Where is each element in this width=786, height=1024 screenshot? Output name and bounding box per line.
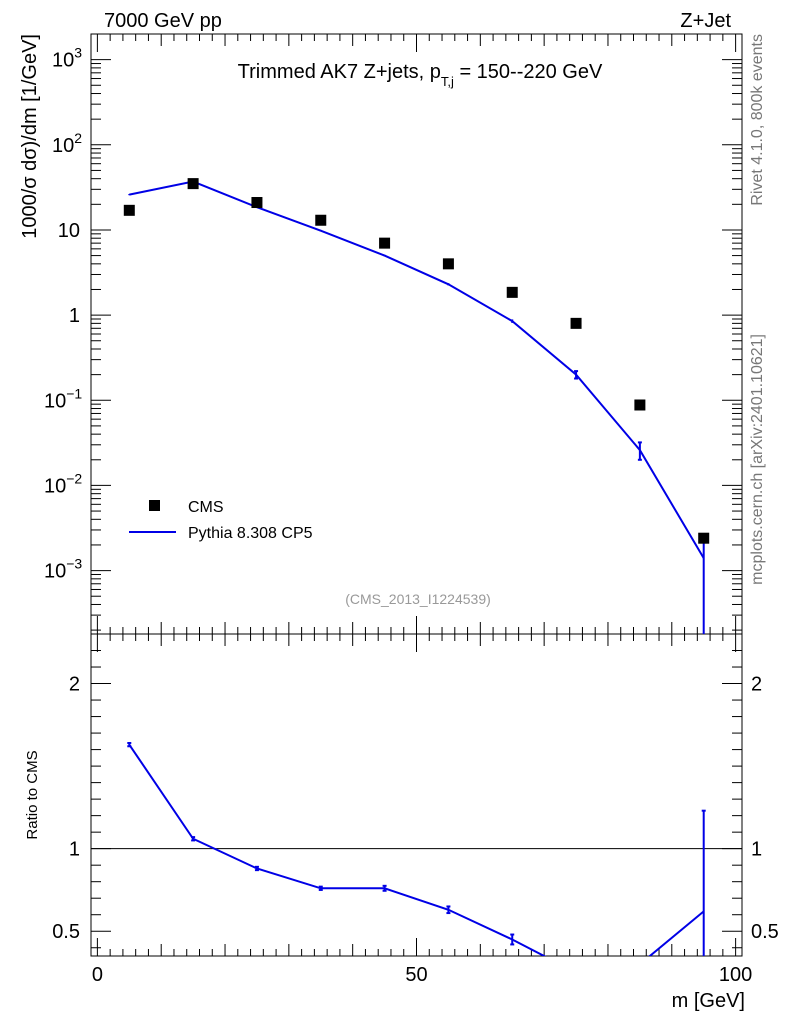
cms-data-point	[570, 317, 582, 329]
cms-data-point	[506, 286, 518, 298]
ratio-panel-frame	[90, 633, 743, 957]
tick-exponent: −1	[66, 385, 82, 401]
legend: CMS Pythia 8.308 CP5	[129, 499, 313, 542]
main-y-tick-label: 103	[52, 45, 82, 72]
legend-mc-label: Pythia 8.308 CP5	[188, 525, 313, 542]
mcplots-label: mcplots.cern.ch [arXiv:2401.10621]	[749, 334, 766, 585]
legend-data-label: CMS	[188, 499, 224, 516]
tick-base: 10	[52, 135, 74, 157]
ratio-panel-marks	[91, 741, 742, 956]
ratio-y-tick-label-right: 1	[751, 839, 762, 861]
plot-title-rest: = 150--220 GeV	[454, 61, 603, 83]
x-tick-label: 100	[719, 964, 752, 986]
main-y-tick-label: 102	[52, 130, 82, 157]
plot-title: Trimmed AK7 Z+jets, pT,j = 150--220 GeV	[238, 61, 603, 89]
main-y-axis-label: 1000/σ dσ)/dm [1/GeV]	[19, 34, 41, 239]
main-y-tick-label: 10−1	[44, 385, 82, 412]
legend-data-marker	[149, 500, 160, 511]
ratio-mc-line	[128, 744, 705, 956]
plot-title-main: Trimmed AK7 Z+jets, p	[238, 61, 441, 83]
ratio-y-axis-label: Ratio to CMS	[24, 750, 41, 839]
cms-data-point	[634, 399, 646, 411]
rivet-label: Rivet 4.1.0, 800k events	[749, 34, 766, 206]
ratio-y-tick-label: 1	[69, 839, 80, 861]
cms-data-point	[315, 214, 327, 226]
cms-data-point	[379, 237, 391, 249]
cms-data-point	[123, 204, 135, 216]
cms-data-point	[442, 258, 454, 270]
main-y-tick-label: 1	[69, 305, 80, 327]
ratio-y-tick-label: 2	[69, 674, 80, 696]
main-y-tick-label: 10−3	[44, 556, 82, 583]
ratio-y-tick-label-right: 0.5	[751, 921, 779, 943]
x-axis-label: m [GeV]	[672, 990, 745, 1012]
main-panel-marks	[123, 178, 710, 634]
tick-exponent: −2	[66, 470, 82, 486]
tick-base: 10	[52, 50, 74, 72]
main-panel-frame	[90, 33, 743, 635]
x-tick-label: 0	[92, 964, 103, 986]
tick-exponent: 3	[74, 45, 82, 61]
cms-data-point	[187, 178, 199, 190]
ratio-y-tick-label: 0.5	[52, 921, 80, 943]
mc-series-line	[129, 180, 705, 559]
tick-base: 1	[69, 305, 80, 327]
tick-base: 10	[44, 561, 66, 583]
header-left: 7000 GeV pp	[104, 10, 222, 32]
ratio-y-tick-label-right: 2	[751, 674, 762, 696]
cms-data-point	[251, 197, 263, 209]
main-y-tick-label: 10−2	[44, 470, 82, 497]
tick-exponent: −3	[66, 556, 82, 572]
main-y-tick-label: 10	[58, 220, 80, 242]
tick-base: 10	[58, 220, 80, 242]
header-right: Z+Jet	[680, 10, 731, 32]
tick-base: 10	[44, 475, 66, 497]
x-tick-label: 50	[405, 964, 427, 986]
plot-title-sub: T,j	[441, 74, 454, 89]
analysis-id: (CMS_2013_I1224539)	[345, 591, 491, 607]
tick-exponent: 2	[74, 130, 82, 146]
cms-data-point	[698, 532, 710, 544]
tick-base: 10	[44, 390, 66, 412]
ratio-axis-ticks: 0 50 100 0.5 0.5 1 1 2 2	[52, 633, 779, 986]
